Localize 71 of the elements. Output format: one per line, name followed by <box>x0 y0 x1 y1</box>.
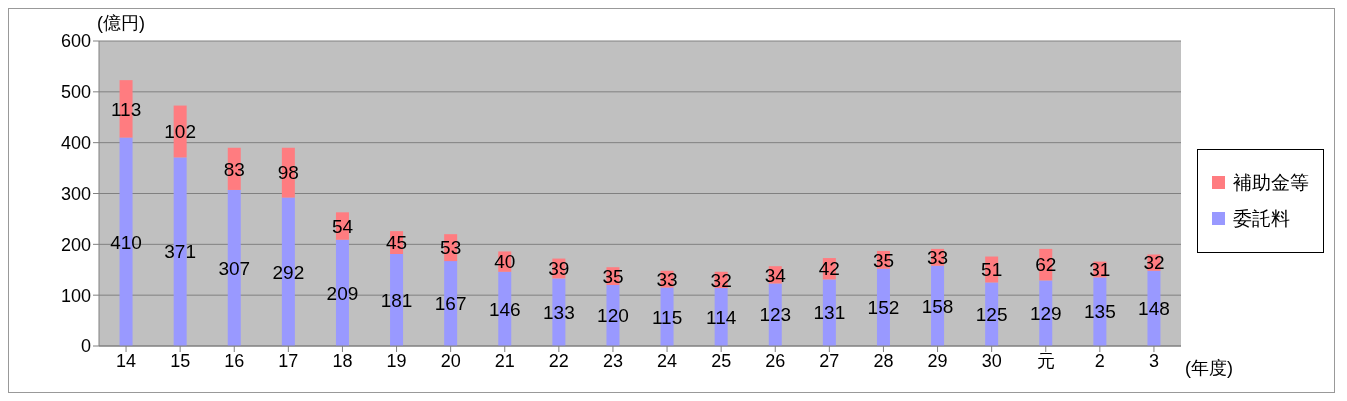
x-tick-label: 29 <box>927 350 948 371</box>
data-label: 120 <box>597 305 629 327</box>
x-axis-title: (年度) <box>1185 358 1233 378</box>
data-label: 129 <box>1029 302 1062 324</box>
data-label: 31 <box>1089 259 1111 281</box>
legend-label: 補助金等 <box>1233 170 1309 195</box>
data-label: 51 <box>981 259 1003 281</box>
data-label: 115 <box>651 306 683 328</box>
data-label: 53 <box>440 237 462 259</box>
y-tick-label: 0 <box>80 336 91 357</box>
x-tick-label: 27 <box>819 350 840 371</box>
y-tick-label: 300 <box>60 183 91 204</box>
data-label: 32 <box>710 269 732 291</box>
data-label: 42 <box>818 258 840 280</box>
data-label: 54 <box>331 215 354 237</box>
x-tick-label: 15 <box>170 350 191 371</box>
x-tick-label: 20 <box>440 350 461 371</box>
y-axis-title: (億円) <box>97 13 145 33</box>
data-label: 39 <box>548 258 570 280</box>
x-tick-label: 26 <box>765 350 786 371</box>
data-label: 40 <box>494 251 516 273</box>
data-label: 45 <box>385 232 408 254</box>
x-tick-label: 22 <box>548 350 569 371</box>
data-label: 33 <box>926 247 949 269</box>
data-label: 102 <box>164 121 197 143</box>
x-tick-label: 25 <box>711 350 732 371</box>
data-label: 181 <box>380 289 413 311</box>
x-tick-label: 19 <box>386 350 407 371</box>
data-label: 35 <box>602 265 624 287</box>
data-label: 148 <box>1138 298 1170 320</box>
data-label: 98 <box>277 162 299 184</box>
x-tick-label: 17 <box>278 350 299 371</box>
data-label: 125 <box>975 303 1008 325</box>
data-label: 123 <box>759 304 792 326</box>
data-label: 34 <box>764 264 787 286</box>
data-label: 83 <box>223 158 245 180</box>
y-tick-label: 600 <box>60 31 91 52</box>
x-tick-label: 23 <box>602 350 623 371</box>
data-label: 62 <box>1035 254 1057 276</box>
data-label: 152 <box>867 297 900 319</box>
data-label: 114 <box>706 306 737 328</box>
data-label: 33 <box>656 268 678 290</box>
data-label: 292 <box>272 261 305 283</box>
y-tick-label: 100 <box>60 285 91 306</box>
data-label: 410 <box>110 231 142 253</box>
data-label: 146 <box>488 298 521 320</box>
data-label: 158 <box>921 295 954 317</box>
data-label: 135 <box>1084 301 1116 323</box>
x-tick-label: 18 <box>332 350 353 371</box>
x-tick-label: 3 <box>1148 350 1159 371</box>
data-label: 32 <box>1143 252 1165 274</box>
x-tick-label: 16 <box>224 350 245 371</box>
data-label: 209 <box>326 282 359 304</box>
data-label: 167 <box>434 293 467 315</box>
y-tick-label: 500 <box>60 82 91 103</box>
data-label: 371 <box>164 241 197 263</box>
x-tick-label: 28 <box>873 350 894 371</box>
data-label: 133 <box>543 301 575 323</box>
y-tick-label: 200 <box>60 234 91 255</box>
x-tick-label: 元 <box>1036 350 1055 371</box>
data-label: 131 <box>813 302 846 324</box>
data-label: 113 <box>110 98 142 120</box>
x-tick-label: 24 <box>657 350 678 371</box>
x-tick-label: 14 <box>116 350 137 371</box>
x-tick-label: 30 <box>981 350 1002 371</box>
data-label: 307 <box>218 257 251 279</box>
x-tick-label: 2 <box>1094 350 1105 371</box>
y-tick-label: 400 <box>60 133 91 154</box>
legend-label: 委託料 <box>1233 206 1290 231</box>
data-label: 35 <box>872 249 895 271</box>
x-tick-label: 21 <box>494 350 515 371</box>
